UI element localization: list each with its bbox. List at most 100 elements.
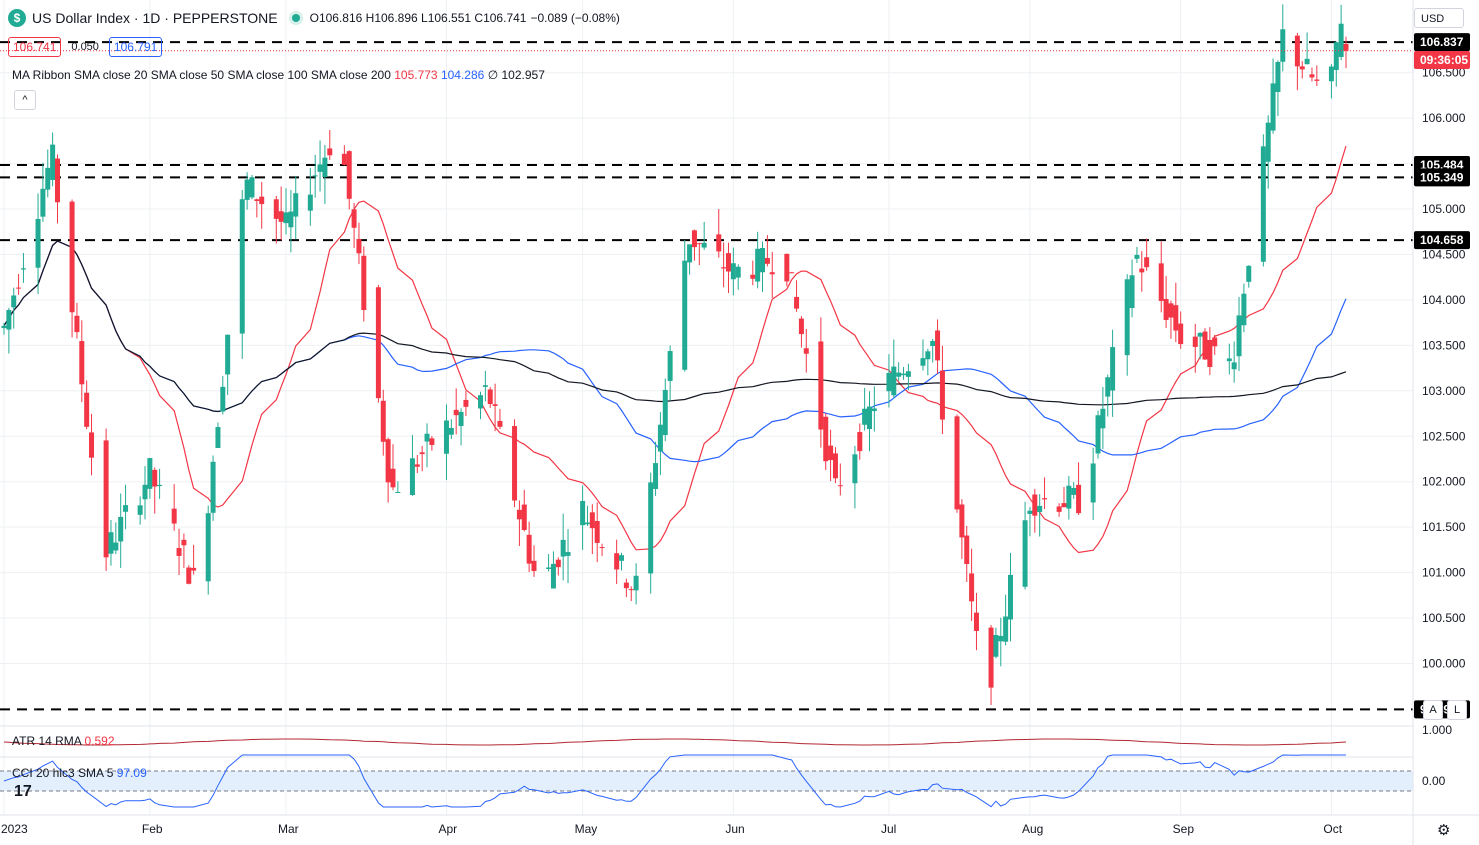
gear-icon[interactable]: ⚙ (1437, 822, 1451, 839)
candle-body (1134, 254, 1140, 259)
price-tick-label: 102.000 (1422, 475, 1466, 489)
candle-body (1197, 332, 1203, 337)
candle-body (526, 534, 532, 564)
candle-body (516, 509, 522, 520)
candle-body (1280, 29, 1286, 62)
candle-body (696, 243, 702, 245)
candle-body (395, 491, 401, 493)
candle-body (346, 151, 352, 199)
time-tick-label: Sep (1173, 822, 1195, 836)
candle-body (351, 209, 357, 228)
candle-body (191, 567, 197, 571)
candle-body (429, 438, 435, 445)
candle-body (784, 253, 790, 282)
candle-body (531, 560, 537, 572)
candle-body (1003, 616, 1009, 642)
candle-body (755, 248, 761, 282)
ma200-value: 102.957 (501, 68, 545, 82)
log-scale-button[interactable]: L (1447, 700, 1467, 720)
candle-body (866, 406, 872, 430)
countdown-badge (1414, 50, 1470, 69)
ma-ribbon-legend[interactable]: MA Ribbon SMA close 20 SMA close 50 SMA … (12, 68, 545, 82)
time-tick-label: Feb (142, 822, 163, 836)
candle-body (487, 389, 493, 405)
candle-body (1008, 574, 1013, 620)
candle-body (210, 461, 216, 513)
candle-body (1144, 257, 1150, 268)
candle-body (1246, 265, 1252, 282)
candle-body (390, 468, 396, 488)
time-tick-label: Oct (1323, 822, 1342, 836)
candle-body (1343, 43, 1349, 51)
candle-body (818, 341, 824, 430)
candle-body (657, 424, 663, 452)
time-tick-label: Jun (725, 822, 744, 836)
candle-body (293, 193, 299, 217)
candle-body (633, 575, 639, 591)
currency-selector[interactable]: USD (1414, 8, 1464, 28)
candle-body (45, 167, 51, 190)
candle-body (1042, 498, 1048, 500)
candle-body (307, 194, 313, 211)
time-tick-label: Jul (881, 822, 896, 836)
candle-body (828, 445, 834, 461)
candle-body (35, 218, 41, 268)
atr-legend[interactable]: ATR 14 RMA 0.592 (12, 734, 115, 748)
collapse-legend-button[interactable]: ^ (14, 90, 36, 110)
candle-body (497, 420, 503, 427)
candle-body (920, 358, 926, 366)
candle-body (239, 199, 245, 334)
candle-body (375, 287, 381, 399)
buy-price-button[interactable]: 106.791 (108, 37, 163, 57)
candle-body (283, 212, 289, 224)
symbol-title[interactable]: US Dollar Index · 1D · PEPPERSTONE (32, 10, 278, 26)
candle-body (1328, 66, 1334, 82)
candle-body (1173, 305, 1179, 331)
candle-body (789, 272, 795, 274)
candle-body (205, 513, 211, 582)
grid (0, 0, 1413, 815)
candle-body (322, 157, 328, 177)
candle-body (794, 296, 800, 309)
candle-body (769, 272, 775, 275)
candle-body (409, 458, 415, 496)
candle-body (594, 520, 600, 543)
candle-body (1022, 520, 1028, 587)
candle-body (1105, 377, 1111, 397)
candle-body (628, 589, 634, 591)
candle-body (11, 295, 17, 308)
cci-legend[interactable]: CCI 20 hlc3 SMA 5 97.09 (12, 766, 147, 780)
candle-body (40, 188, 46, 217)
horizontal-levels (0, 41, 1413, 711)
countdown-badge-label: 09:36:05 (1420, 53, 1468, 67)
candle-body (1314, 79, 1320, 81)
candle-body (463, 399, 469, 407)
candle-body (852, 454, 858, 484)
sell-price-button[interactable]: 106.741 (8, 37, 62, 57)
candle-body (935, 330, 941, 361)
candle-body (521, 504, 527, 530)
auto-scale-button[interactable]: A (1423, 700, 1443, 720)
candle-body (546, 567, 552, 569)
candle-body (74, 315, 80, 333)
atr-axis-label: 1.000 (1422, 723, 1452, 737)
dollar-logo-icon: $ (8, 9, 26, 27)
candle-body (356, 238, 362, 254)
candle-body (1168, 303, 1174, 318)
candle-body (137, 505, 143, 515)
candle-body (1158, 263, 1164, 301)
candle-body (1294, 35, 1300, 67)
candle-body (1207, 339, 1213, 367)
candle-body (1260, 146, 1266, 262)
candle-body (862, 408, 868, 425)
candle-body (555, 559, 561, 568)
candle-body (1061, 503, 1067, 508)
candle-body (50, 144, 56, 180)
ma100-value: ∅ (487, 68, 499, 82)
candle-body (623, 582, 629, 589)
candle-body (492, 404, 498, 406)
candle-body (1110, 347, 1116, 391)
candle-body (448, 427, 454, 435)
candle-body (1027, 510, 1033, 514)
